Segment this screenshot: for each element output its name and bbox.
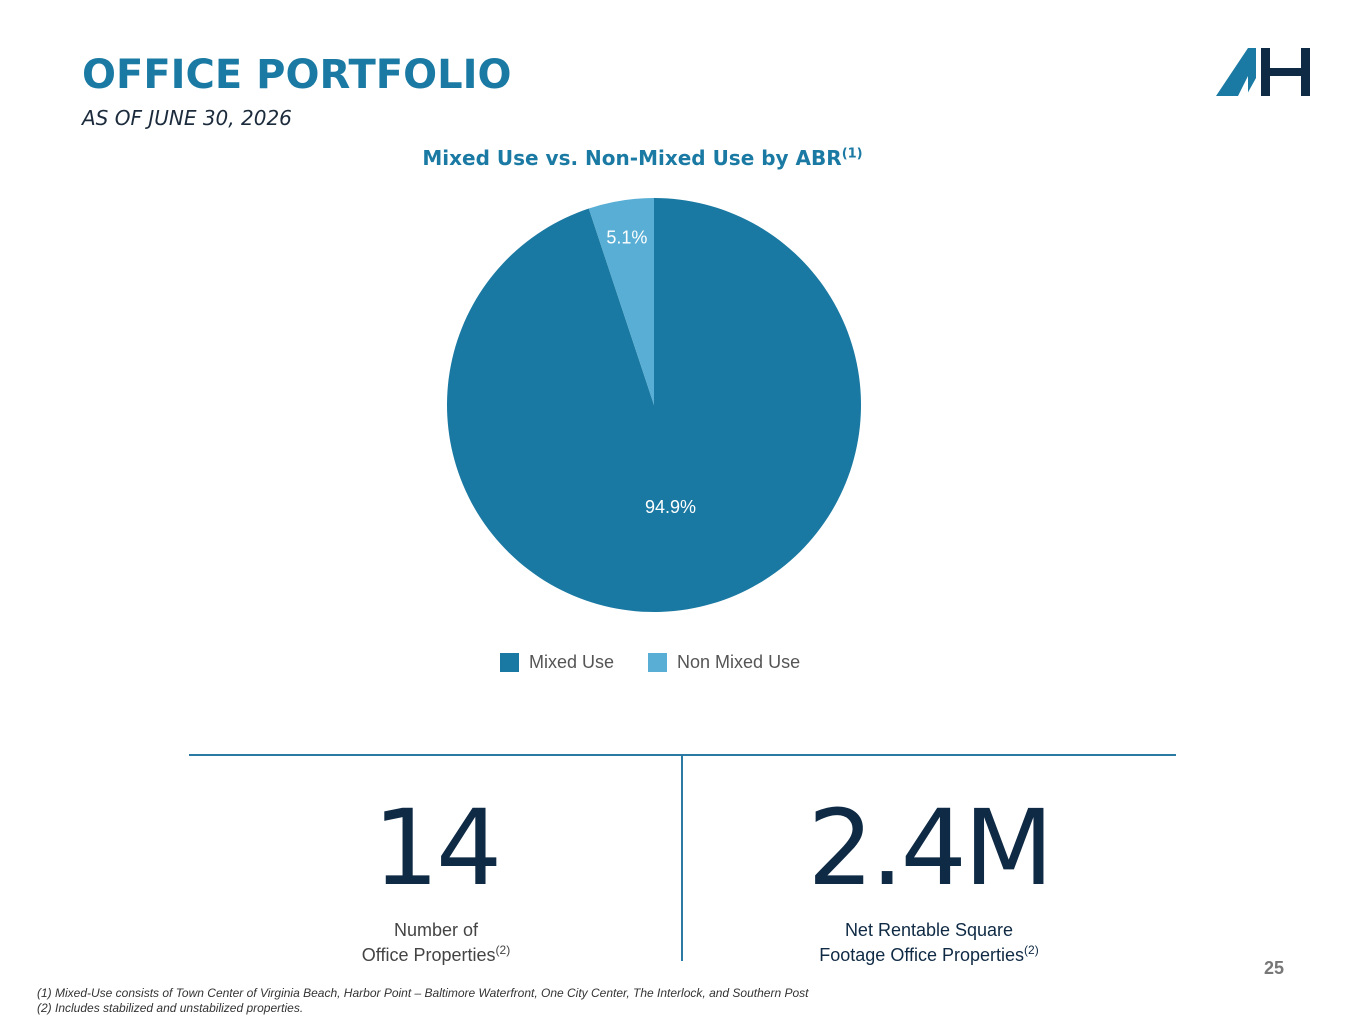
chart-title: Mixed Use vs. Non-Mixed Use by ABR(1) — [0, 146, 1285, 170]
stat-value: 14 — [372, 787, 502, 909]
pie-chart: 94.9% 5.1% — [447, 198, 861, 612]
legend-item-non-mixed-use: Non Mixed Use — [648, 652, 800, 673]
stat-label: Net Rentable Square Footage Office Prope… — [778, 920, 1080, 965]
pie-slice-non-mixed-use — [588, 198, 654, 405]
stat-value: 2.4M — [807, 787, 1053, 909]
chart-legend: Mixed Use Non Mixed Use — [500, 652, 800, 673]
page-subtitle: AS OF JUNE 30, 2026 — [82, 106, 292, 130]
stat-label-line2: Office Properties — [361, 945, 496, 965]
legend-swatch-mixed-use — [500, 653, 519, 672]
footnote-1: (1) Mixed-Use consists of Town Center of… — [37, 986, 809, 1000]
stat-label-line1: Number of — [393, 920, 479, 940]
stat-label: Number of Office Properties(2) — [305, 920, 567, 965]
page-title: OFFICE PORTFOLIO — [82, 52, 512, 98]
stats-divider-horizontal — [189, 754, 1176, 756]
stats-divider-vertical — [681, 756, 683, 961]
footnotes: (1) Mixed-Use consists of Town Center of… — [37, 986, 808, 1016]
legend-swatch-non-mixed-use — [648, 653, 668, 672]
chart-title-footnote-ref: (1) — [841, 146, 863, 162]
pie-label-mixed-use: 94.9% — [645, 497, 696, 517]
legend-label-non-mixed-use: Non Mixed Use — [677, 652, 801, 672]
stat-net-rentable-footage: 2.4M Net Rentable Square Footage Office … — [778, 796, 1080, 965]
pie-label-non-mixed-use: 5.1% — [606, 227, 647, 247]
page-number: 25 — [1264, 958, 1285, 978]
chart-title-text: Mixed Use vs. Non-Mixed Use by ABR — [422, 146, 842, 170]
stat-label-line2: Footage Office Properties — [819, 945, 1025, 965]
legend-label-mixed-use: Mixed Use — [529, 652, 615, 672]
stat-office-properties: 14 Number of Office Properties(2) — [305, 796, 567, 965]
stat-label-line1: Net Rentable Square — [844, 920, 1014, 940]
ah-logo-icon — [1216, 48, 1310, 96]
footnote-2: (2) Includes stabilized and unstabilized… — [37, 1001, 304, 1015]
stat-label-footnote-ref: (2) — [1024, 943, 1039, 957]
stat-label-footnote-ref: (2) — [495, 943, 511, 957]
legend-item-mixed-use: Mixed Use — [500, 652, 614, 673]
